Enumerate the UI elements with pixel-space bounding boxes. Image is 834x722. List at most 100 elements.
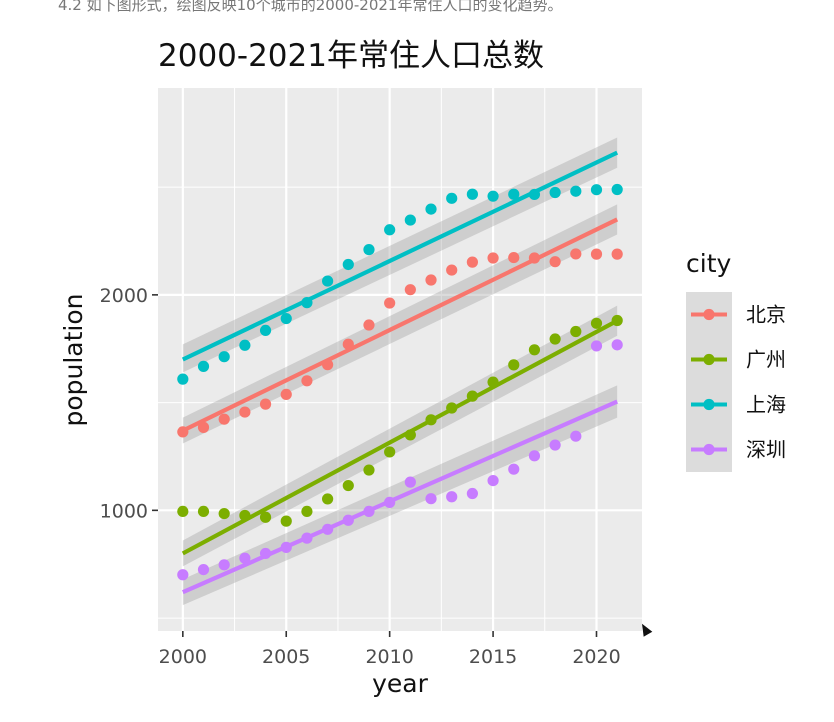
data-point [384,446,396,458]
data-point [508,359,520,371]
fit-line [181,150,619,362]
x-tick-label: 2000 [159,646,207,668]
legend-label: 北京 [746,303,786,327]
data-point [342,479,354,492]
data-point [528,344,541,356]
data-point [508,251,520,264]
legend-key-point [703,398,715,411]
chart-title: 2000-2021年常住人口总数 [158,38,544,74]
data-point [197,360,210,372]
data-point [487,474,499,487]
data-point [177,569,189,581]
data-point [218,507,230,520]
data-point [528,450,541,462]
x-axis-title: year [372,669,428,698]
data-point [611,183,623,196]
fit-line [181,399,619,595]
data-point [384,496,396,508]
data-point [280,515,292,527]
data-point [280,312,292,325]
data-point [466,390,478,402]
data-point [404,429,416,441]
data-point [570,430,582,442]
data-point [342,338,354,350]
fit-lines [181,150,619,595]
data-point [425,274,437,286]
data-point [322,275,334,287]
data-point [342,258,354,271]
data-point [446,192,458,204]
data-point [177,373,189,385]
data-point [487,190,499,202]
data-point [508,463,520,475]
data-point [570,248,582,260]
data-point [322,523,334,535]
y-axis-title: population [59,293,88,426]
x-tick-label: 2020 [572,646,620,668]
data-point [508,188,520,200]
data-point [322,493,334,505]
y-tick-label: 1000 [100,500,148,522]
data-point [425,414,437,426]
data-point [280,541,292,553]
legend-label: 广州 [746,348,786,372]
data-point [218,351,230,363]
data-point [239,552,251,564]
legend-key-point [703,353,715,366]
data-point [611,314,623,327]
data-point [425,203,437,215]
data-points [177,183,623,581]
legend-title: city [686,249,731,278]
data-point [301,297,313,309]
axis-ticks: 2000 2005 2010 2015 2020 1000 2000 [100,285,621,668]
data-point [570,325,582,338]
data-point [404,214,416,226]
data-point [549,186,561,199]
data-point [590,248,603,260]
data-point [384,224,396,236]
data-point [466,188,478,200]
y-tick-label: 2000 [100,285,148,307]
data-point [549,256,561,268]
fit-line [181,217,619,433]
data-point [177,505,189,518]
data-point [197,505,210,518]
legend-label: 深圳 [746,438,786,462]
data-point [301,375,313,387]
data-point [177,426,189,438]
data-point [425,493,437,505]
data-point [218,559,230,571]
x-tick-label: 2015 [469,646,517,668]
data-point [466,256,478,268]
data-point [239,339,251,351]
data-point [590,340,603,352]
data-point [528,188,541,201]
data-point [404,476,416,488]
data-point [487,376,499,388]
data-point [197,563,210,576]
data-point [466,487,478,500]
data-point [197,421,210,433]
data-point [590,184,603,196]
data-point [259,511,272,523]
data-point [549,333,561,345]
data-point [301,532,313,544]
data-point [280,388,292,401]
data-point [446,491,458,503]
data-point [363,244,375,256]
legend-label: 上海 [746,393,786,417]
grid [158,88,642,631]
data-point [322,359,334,371]
data-point [363,464,375,476]
data-point [611,248,623,260]
data-point [611,339,623,351]
data-point [363,319,375,331]
legend-key-point [703,308,715,321]
x-tick-label: 2010 [365,646,413,668]
data-point [590,317,603,329]
fit-line [181,318,619,556]
x-tick-label: 2005 [262,646,310,668]
data-point [259,398,272,410]
data-point [549,439,561,451]
